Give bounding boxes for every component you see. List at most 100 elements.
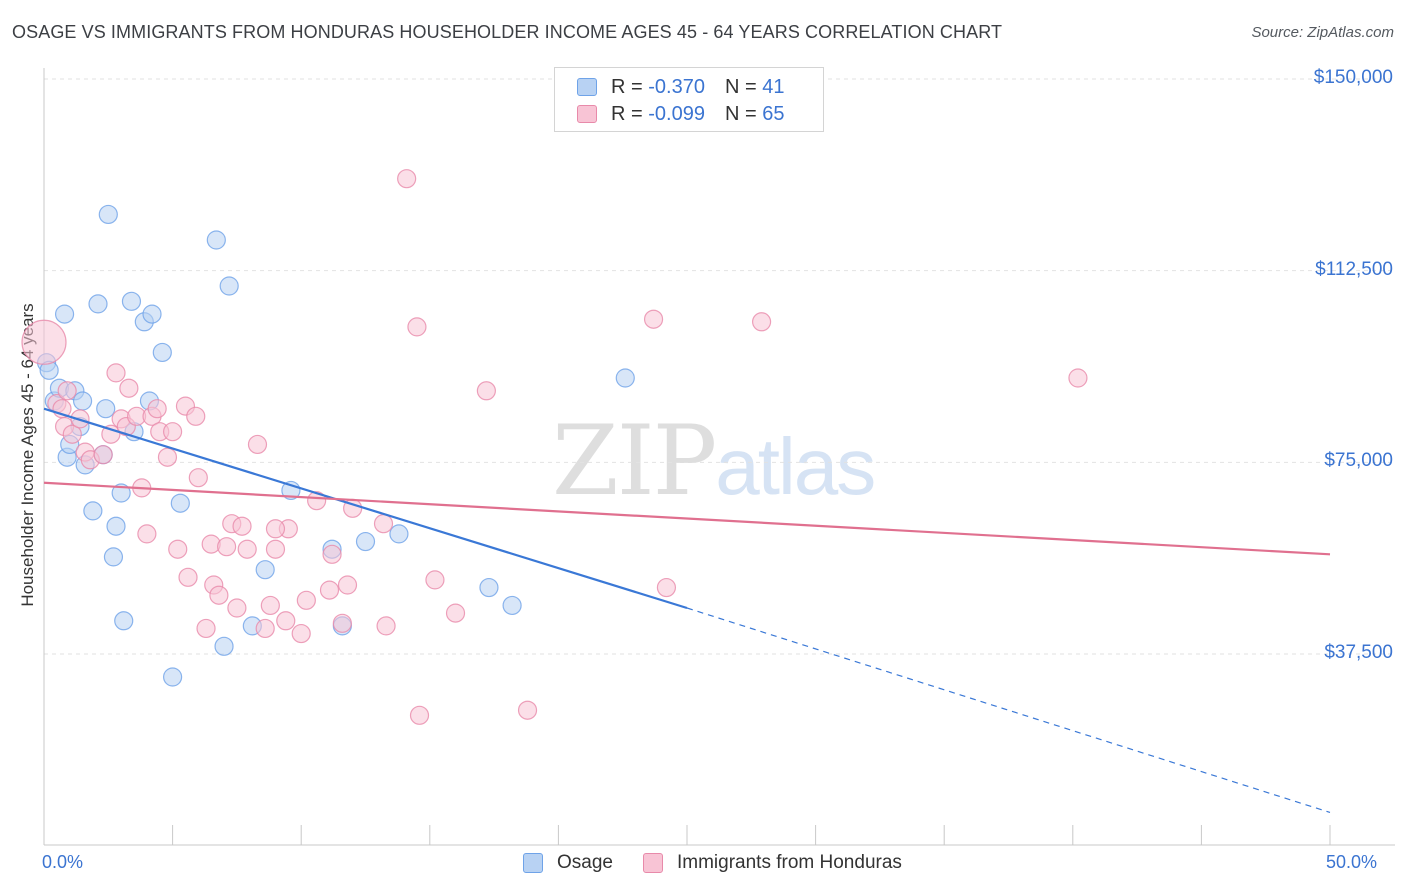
point-immigrants-from-honduras xyxy=(57,381,77,401)
watermark-atlas: atlas xyxy=(715,422,876,511)
point-immigrants-from-honduras xyxy=(476,381,496,401)
chart-title: OSAGE VS IMMIGRANTS FROM HONDURAS HOUSEH… xyxy=(12,22,1003,42)
point-osage xyxy=(106,516,126,536)
point-immigrants-from-honduras xyxy=(265,519,286,539)
legend-n-label: N = xyxy=(724,75,757,98)
point-osage xyxy=(152,342,172,363)
trend-line-osage-extrapolated xyxy=(686,607,1331,814)
legend-r-value: -0.370 xyxy=(648,75,705,98)
point-immigrants-from-honduras xyxy=(62,424,82,444)
legend-item-osage[interactable]: Osage xyxy=(523,852,613,874)
point-osage xyxy=(615,368,635,388)
point-osage xyxy=(214,636,234,656)
y-tick-label: $112,500 xyxy=(1315,258,1393,280)
point-immigrants-from-honduras xyxy=(106,363,126,383)
point-immigrants-from-honduras xyxy=(147,399,167,419)
point-immigrants-from-honduras xyxy=(397,169,417,189)
legend-label-osage: Osage xyxy=(557,852,613,873)
point-osage xyxy=(142,304,162,324)
point-immigrants-from-honduras xyxy=(291,623,311,644)
point-osage xyxy=(255,560,275,580)
point-immigrants-from-honduras xyxy=(163,422,183,442)
point-osage xyxy=(54,304,75,324)
y-tick-label: $150,000 xyxy=(1313,67,1393,88)
legend-n-value: 41 xyxy=(762,75,785,98)
point-immigrants-from-honduras xyxy=(209,585,229,605)
point-immigrants-from-honduras xyxy=(196,618,216,639)
point-immigrants-from-honduras xyxy=(643,309,664,329)
legend-swatch-osage xyxy=(523,853,543,873)
point-immigrants-from-honduras xyxy=(409,705,430,725)
point-immigrants-from-honduras xyxy=(247,434,268,455)
legend-r-value: -0.099 xyxy=(648,102,705,125)
source-label: Source: ZipAtlas.com xyxy=(1251,24,1394,41)
point-immigrants-from-honduras xyxy=(119,378,139,398)
point-osage xyxy=(389,524,409,544)
point-osage xyxy=(355,531,376,552)
legend-item-honduras[interactable]: Immigrants from Honduras xyxy=(643,852,902,874)
point-immigrants-from-honduras xyxy=(296,590,316,610)
point-immigrants-from-honduras xyxy=(237,539,257,559)
point-immigrants-from-honduras xyxy=(332,613,352,633)
point-osage xyxy=(111,483,131,503)
point-osage xyxy=(163,667,183,687)
point-immigrants-from-honduras xyxy=(307,491,327,511)
x-tick-label-max: 50.0% xyxy=(1326,852,1378,872)
trend-lines xyxy=(43,407,1331,814)
point-immigrants-from-honduras xyxy=(21,319,67,365)
legend-r-label: R = xyxy=(611,102,643,125)
point-immigrants-from-honduras xyxy=(93,445,113,465)
legend-label-honduras: Immigrants from Honduras xyxy=(677,852,902,873)
point-immigrants-from-honduras xyxy=(445,603,466,623)
legend-row-osage: R = -0.370 N = 41 xyxy=(577,74,784,100)
point-immigrants-from-honduras xyxy=(178,567,198,587)
trend-line-osage xyxy=(43,407,688,610)
point-immigrants-from-honduras xyxy=(407,317,427,337)
point-immigrants-from-honduras xyxy=(376,616,396,636)
point-osage xyxy=(114,611,134,631)
legend-n-label: N = xyxy=(724,102,757,125)
point-immigrants-from-honduras xyxy=(217,537,237,557)
point-osage xyxy=(98,204,118,225)
point-osage xyxy=(88,294,108,314)
axes xyxy=(43,68,1395,846)
point-immigrants-from-honduras xyxy=(517,700,538,720)
point-immigrants-from-honduras xyxy=(425,570,445,590)
legend-swatch-osage xyxy=(577,78,597,96)
grid-lines xyxy=(44,78,1395,655)
point-osage xyxy=(206,230,226,250)
legend-n-value: 65 xyxy=(762,102,785,125)
point-immigrants-from-honduras xyxy=(232,516,252,536)
y-tick-label: $37,500 xyxy=(1324,642,1393,663)
watermark-zip: ZIP xyxy=(552,405,717,517)
trend-line-honduras xyxy=(43,481,1331,556)
point-immigrants-from-honduras xyxy=(260,595,280,616)
point-osage xyxy=(103,547,124,567)
x-tick-label-min: 0.0% xyxy=(42,852,84,872)
point-immigrants-from-honduras xyxy=(168,539,188,559)
point-immigrants-from-honduras xyxy=(322,544,342,564)
legend-swatch-honduras xyxy=(577,105,597,123)
stats-legend: R = -0.370 N = 41 R = -0.099 N = 65 xyxy=(554,67,824,132)
point-immigrants-from-honduras xyxy=(337,575,358,595)
watermark: ZIPatlas xyxy=(552,405,876,517)
point-osage xyxy=(96,399,116,419)
point-osage xyxy=(170,493,190,513)
legend-swatch-honduras xyxy=(643,853,663,873)
point-immigrants-from-honduras xyxy=(373,514,394,534)
point-immigrants-from-honduras xyxy=(265,539,286,559)
point-immigrants-from-honduras xyxy=(186,406,206,426)
point-immigrants-from-honduras xyxy=(276,611,296,631)
point-osage xyxy=(121,291,142,311)
point-osage xyxy=(502,595,522,616)
point-immigrants-from-honduras xyxy=(137,524,157,544)
point-osage xyxy=(479,577,499,598)
y-tick-label: $75,000 xyxy=(1324,450,1393,472)
point-immigrants-from-honduras xyxy=(157,447,178,467)
point-immigrants-from-honduras xyxy=(188,468,208,488)
point-immigrants-from-honduras xyxy=(751,312,772,332)
point-osage xyxy=(219,276,239,296)
point-osage xyxy=(72,391,93,411)
point-immigrants-from-honduras xyxy=(1068,368,1088,388)
